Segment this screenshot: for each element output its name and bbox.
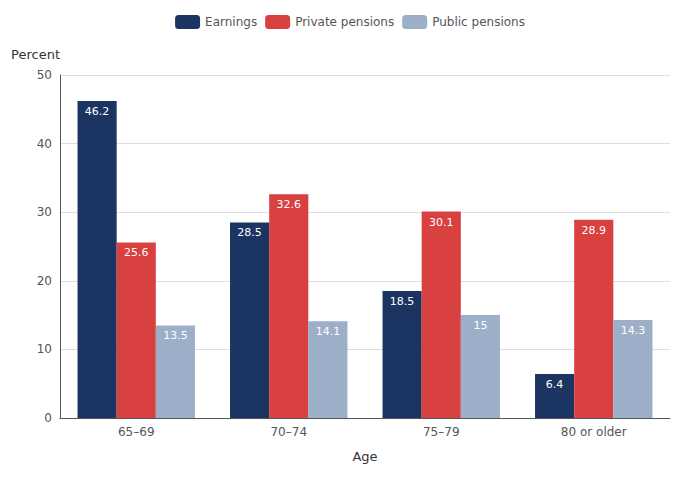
svg-text:Private pensions: Private pensions [295, 15, 394, 29]
svg-text:0: 0 [44, 411, 52, 425]
svg-text:Age: Age [352, 449, 377, 464]
svg-text:30.1: 30.1 [429, 216, 454, 229]
svg-text:13.5: 13.5 [163, 329, 188, 342]
svg-text:Percent: Percent [11, 47, 60, 62]
svg-text:40: 40 [37, 137, 52, 151]
svg-text:20: 20 [37, 274, 52, 288]
svg-text:6.4: 6.4 [546, 378, 564, 391]
svg-text:65–69: 65–69 [118, 425, 155, 439]
svg-text:30: 30 [37, 205, 52, 219]
svg-text:28.5: 28.5 [237, 226, 262, 239]
svg-text:14.3: 14.3 [621, 324, 646, 337]
svg-text:14.1: 14.1 [316, 325, 341, 338]
svg-text:32.6: 32.6 [277, 198, 302, 211]
svg-text:50: 50 [37, 68, 52, 82]
svg-text:70–74: 70–74 [270, 425, 307, 439]
svg-text:25.6: 25.6 [124, 246, 149, 259]
svg-text:75–79: 75–79 [423, 425, 460, 439]
svg-text:80 or older: 80 or older [561, 425, 627, 439]
svg-text:18.5: 18.5 [390, 295, 415, 308]
svg-text:15: 15 [473, 319, 487, 332]
svg-text:46.2: 46.2 [85, 105, 110, 118]
svg-text:Earnings: Earnings [205, 15, 257, 29]
svg-text:Public pensions: Public pensions [432, 15, 525, 29]
svg-text:10: 10 [37, 342, 52, 356]
svg-text:28.9: 28.9 [582, 224, 607, 237]
